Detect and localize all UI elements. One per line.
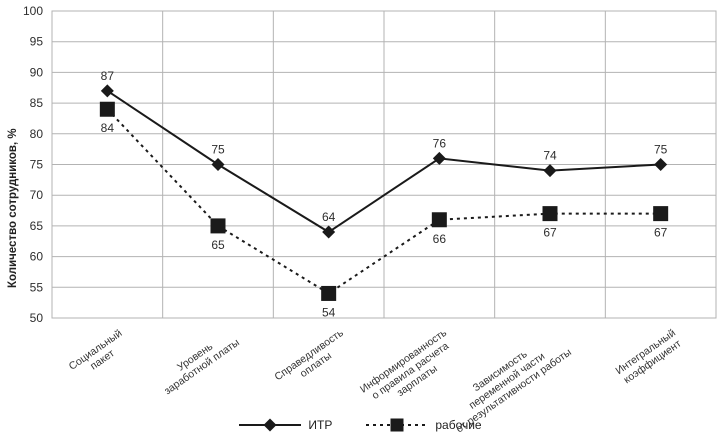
y-tick-label: 55 [30,280,44,294]
data-point-label: 67 [654,226,668,240]
data-point-label: 67 [543,226,557,240]
square-marker-icon [366,418,429,432]
data-point-marker-square [210,218,226,234]
data-point-marker-diamond [654,158,668,171]
plot-border [51,10,717,319]
data-point-marker-diamond [543,164,557,178]
data-point-label: 54 [322,305,336,319]
data-point-marker-diamond [432,151,446,165]
y-tick-label: 60 [30,250,44,264]
legend-label-itr: ИТР [308,418,333,432]
legend: ИТР рабочие [0,417,721,433]
data-point-label: 75 [654,143,668,157]
data-point-marker-square [321,285,337,301]
series-line-square [106,108,661,295]
data-point-marker-square [542,206,558,222]
y-tick-label: 65 [30,219,44,233]
y-tick-label: 90 [30,65,44,79]
data-point-label: 76 [433,136,447,150]
data-point-label: 84 [101,121,115,135]
data-point-marker-diamond [211,158,225,171]
legend-item-itr: ИТР [239,417,332,433]
y-tick-label: 80 [30,127,44,141]
data-point-label: 74 [543,149,557,163]
data-point-marker-square [653,206,669,222]
data-point-label: 66 [433,232,447,246]
data-point-label: 65 [211,238,225,252]
data-point-marker-square [99,101,115,117]
y-tick-label: 50 [30,311,44,325]
data-point-label: 75 [211,143,225,157]
diamond-marker-icon [239,418,302,432]
data-point-label: 87 [101,69,115,83]
y-tick-label: 100 [23,4,43,18]
legend-label-rabochie: рабочие [435,418,482,432]
data-point-marker-diamond [322,225,336,239]
data-point-marker-diamond [100,84,114,98]
y-tick-label: 75 [30,158,44,172]
legend-item-rabochie: рабочие [366,417,482,433]
y-tick-label: 70 [30,188,44,202]
data-point-marker-square [431,212,447,228]
data-point-label: 64 [322,210,336,224]
series-line-diamond [106,89,661,234]
y-tick-label: 95 [30,35,44,49]
y-tick-label: 85 [30,96,44,110]
